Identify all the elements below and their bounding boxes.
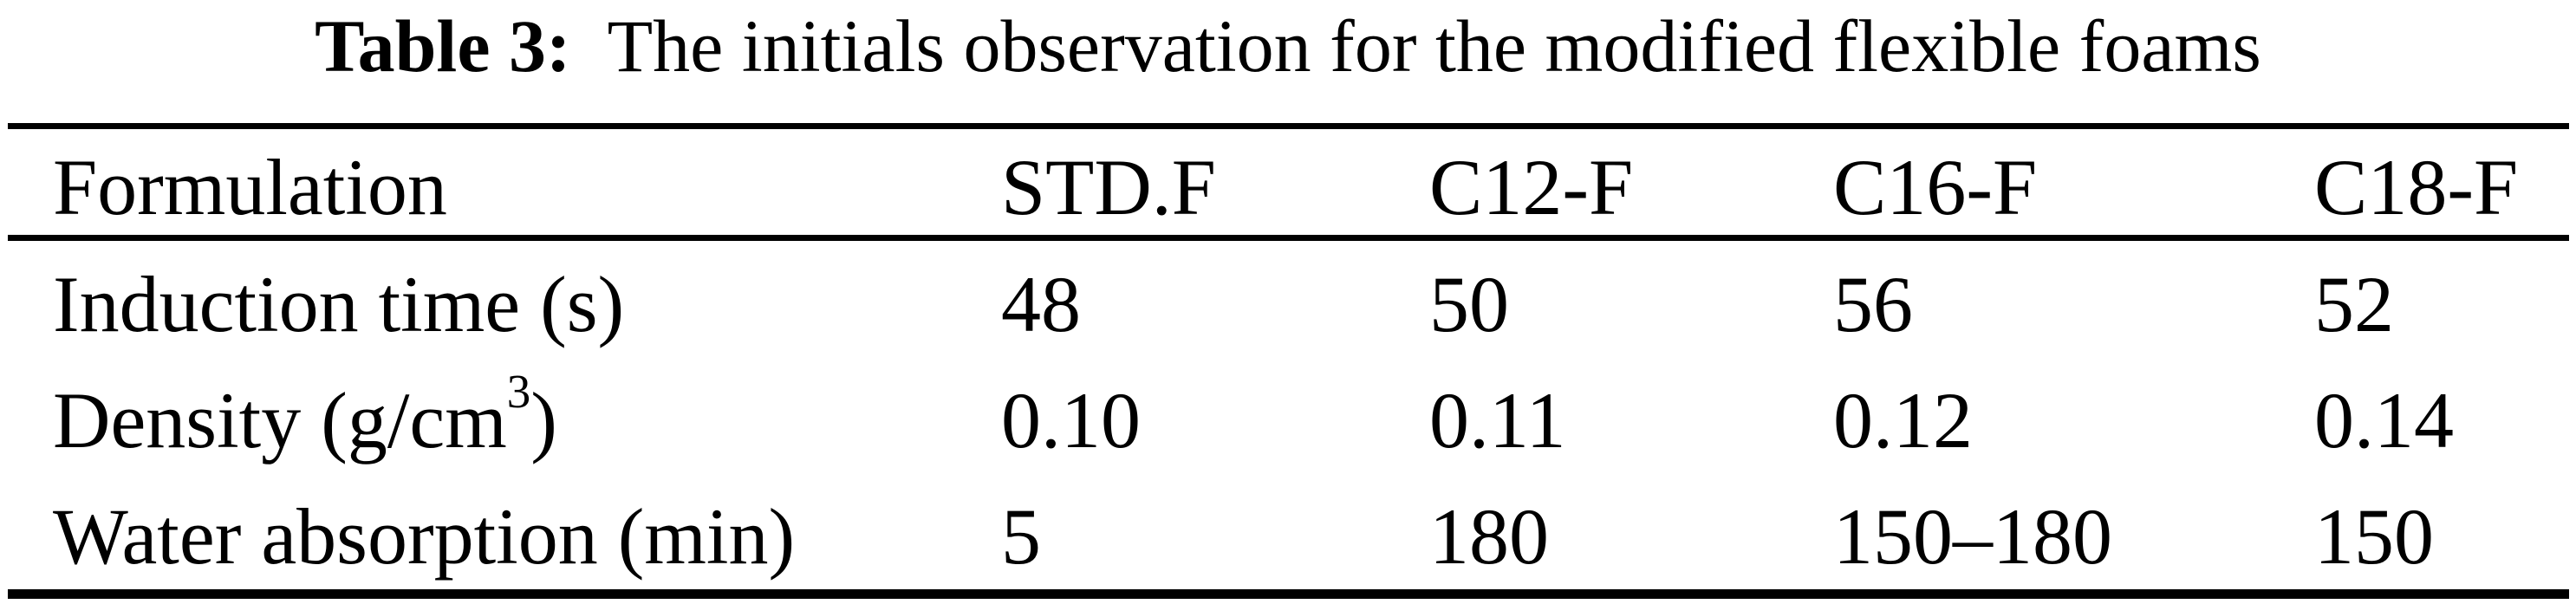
cell-water-c18f: 150 [2314, 492, 2434, 581]
table-caption: Table 3: The initials observation for the… [0, 2, 2576, 91]
row-label-suffix: ) [530, 376, 557, 464]
cell-density-c16f: 0.12 [1833, 376, 1973, 464]
table-top-rule [8, 123, 2569, 129]
table-caption-number: Table 3: [315, 4, 571, 88]
table-bottom-rule [8, 589, 2569, 599]
row-label-text: Water absorption (min) [53, 492, 796, 581]
row-label-water-absorption: Water absorption (min) [8, 486, 1001, 576]
table-row-density: Density (g/cm3) 0.10 0.11 0.12 0.14 [8, 357, 2569, 473]
cell-water-c12f: 180 [1429, 492, 1549, 581]
header-cell-c18f: C18-F [2314, 143, 2519, 231]
table-header-rule [8, 235, 2569, 241]
header-cell-stdf: STD.F [1001, 143, 1216, 231]
cell-water-c16f: 150–180 [1833, 492, 2112, 581]
table-row-induction-time: Induction time (s) 48 50 56 52 [8, 241, 2569, 357]
cell-density-c12f: 0.11 [1429, 376, 1566, 464]
cell-induction-c12f: 50 [1429, 260, 1509, 348]
row-label-superscript: 3 [506, 365, 531, 418]
row-label-induction-time: Induction time (s) [8, 254, 1001, 344]
table-row-water-absorption: Water absorption (min) 5 180 150–180 150 [8, 473, 2569, 589]
cell-density-c18f: 0.14 [2314, 376, 2454, 464]
cell-density-stdf: 0.10 [1001, 376, 1141, 464]
cell-induction-c16f: 56 [1833, 260, 1913, 348]
row-label-text: Density (g/cm [53, 376, 507, 464]
row-label-text: Induction time (s) [53, 260, 625, 348]
cell-water-stdf: 5 [1001, 492, 1041, 581]
table-header-row: Formulation STD.F C12-F C16-F C18-F [8, 129, 2569, 235]
row-label-density: Density (g/cm3) [8, 367, 1001, 460]
table-caption-text: The initials observation for the modifie… [607, 4, 2261, 88]
table-3: Formulation STD.F C12-F C16-F C18-F Indu… [8, 123, 2569, 599]
header-cell-formulation: Formulation [53, 143, 447, 231]
header-cell-c16f: C16-F [1833, 143, 2038, 231]
cell-induction-stdf: 48 [1001, 260, 1081, 348]
cell-induction-c18f: 52 [2314, 260, 2394, 348]
header-cell-c12f: C12-F [1429, 143, 1634, 231]
